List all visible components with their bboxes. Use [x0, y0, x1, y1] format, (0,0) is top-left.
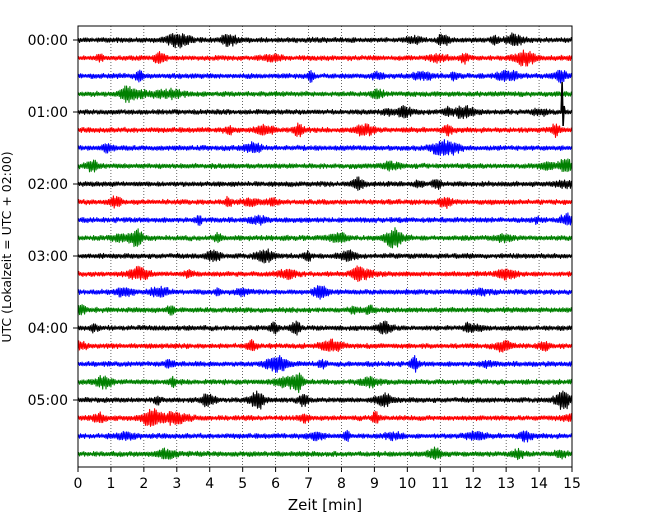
x-tick-label-8: 8 — [337, 476, 346, 492]
x-tick-label-2: 2 — [139, 476, 148, 492]
x-axis-label: Zeit [min] — [288, 496, 362, 514]
trace-0545 — [77, 446, 573, 461]
y-axis-label: UTC (Lokalzeit = UTC + 02:00) — [0, 151, 14, 342]
x-tick-label-1: 1 — [106, 476, 115, 492]
trace-0430 — [77, 354, 573, 373]
y-tick-label-3: 03:00 — [28, 249, 68, 265]
x-tick-label-13: 13 — [497, 476, 515, 492]
trace-0345 — [77, 304, 573, 316]
trace-0000 — [77, 32, 573, 49]
seismic-event-4-0 — [560, 81, 566, 127]
trace-0415 — [77, 338, 573, 353]
trace-0200 — [77, 176, 573, 191]
trace-0230 — [77, 212, 573, 227]
trace-0300 — [77, 248, 573, 264]
trace-0215 — [77, 195, 573, 210]
trace-0130 — [77, 139, 573, 156]
x-tick-label-3: 3 — [172, 476, 181, 492]
trace-0100 — [77, 104, 573, 120]
trace-0030 — [77, 69, 573, 84]
trace-0045 — [77, 85, 573, 104]
trace-0445 — [77, 372, 573, 394]
y-tick-label-5: 05:00 — [28, 393, 68, 409]
trace-0515 — [77, 408, 573, 427]
x-tick-label-0: 0 — [74, 476, 83, 492]
trace-0315 — [77, 265, 573, 283]
y-tick-label-0: 00:00 — [28, 33, 68, 49]
trace-0115 — [77, 122, 573, 139]
x-tick-label-14: 14 — [530, 476, 548, 492]
trace-0145 — [77, 158, 573, 173]
x-tick-label-7: 7 — [304, 476, 313, 492]
y-tick-label-1: 01:00 — [28, 105, 68, 121]
trace-0530 — [77, 429, 573, 443]
y-tick-label-2: 02:00 — [28, 177, 68, 193]
x-tick-label-9: 9 — [370, 476, 379, 492]
trace-0400 — [77, 320, 573, 336]
x-tick-label-15: 15 — [563, 476, 581, 492]
trace-0500 — [77, 390, 573, 410]
trace-0330 — [77, 285, 573, 300]
traces — [77, 32, 573, 461]
x-tick-label-10: 10 — [398, 476, 416, 492]
x-tick-label-11: 11 — [431, 476, 449, 492]
x-tick-label-4: 4 — [205, 476, 214, 492]
x-tick-label-6: 6 — [271, 476, 280, 492]
x-axis: 0 1 2 3 4 5 6 7 8 9 10 11 12 13 14 15 — [74, 467, 581, 492]
y-axis: 00:00 01:00 02:00 03:00 04:00 05:00 — [28, 33, 78, 409]
trace-0015 — [77, 49, 573, 67]
plot-frame — [77, 25, 573, 468]
trace-0245 — [77, 227, 573, 249]
x-tick-label-12: 12 — [464, 476, 482, 492]
y-tick-label-4: 04:00 — [28, 321, 68, 337]
x-tick-label-5: 5 — [238, 476, 247, 492]
